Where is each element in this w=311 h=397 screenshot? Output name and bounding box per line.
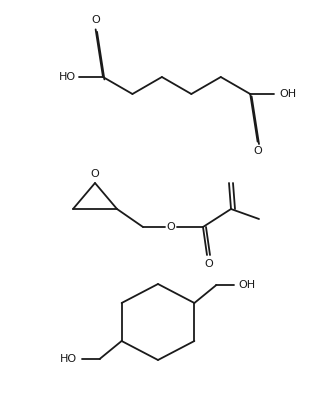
Text: O: O bbox=[91, 15, 100, 25]
Text: OH: OH bbox=[280, 89, 297, 99]
Text: HO: HO bbox=[58, 72, 76, 82]
Text: OH: OH bbox=[239, 280, 256, 290]
Text: O: O bbox=[91, 169, 100, 179]
Text: O: O bbox=[167, 222, 175, 232]
Text: HO: HO bbox=[60, 354, 77, 364]
Text: O: O bbox=[204, 259, 213, 269]
Text: O: O bbox=[253, 146, 262, 156]
